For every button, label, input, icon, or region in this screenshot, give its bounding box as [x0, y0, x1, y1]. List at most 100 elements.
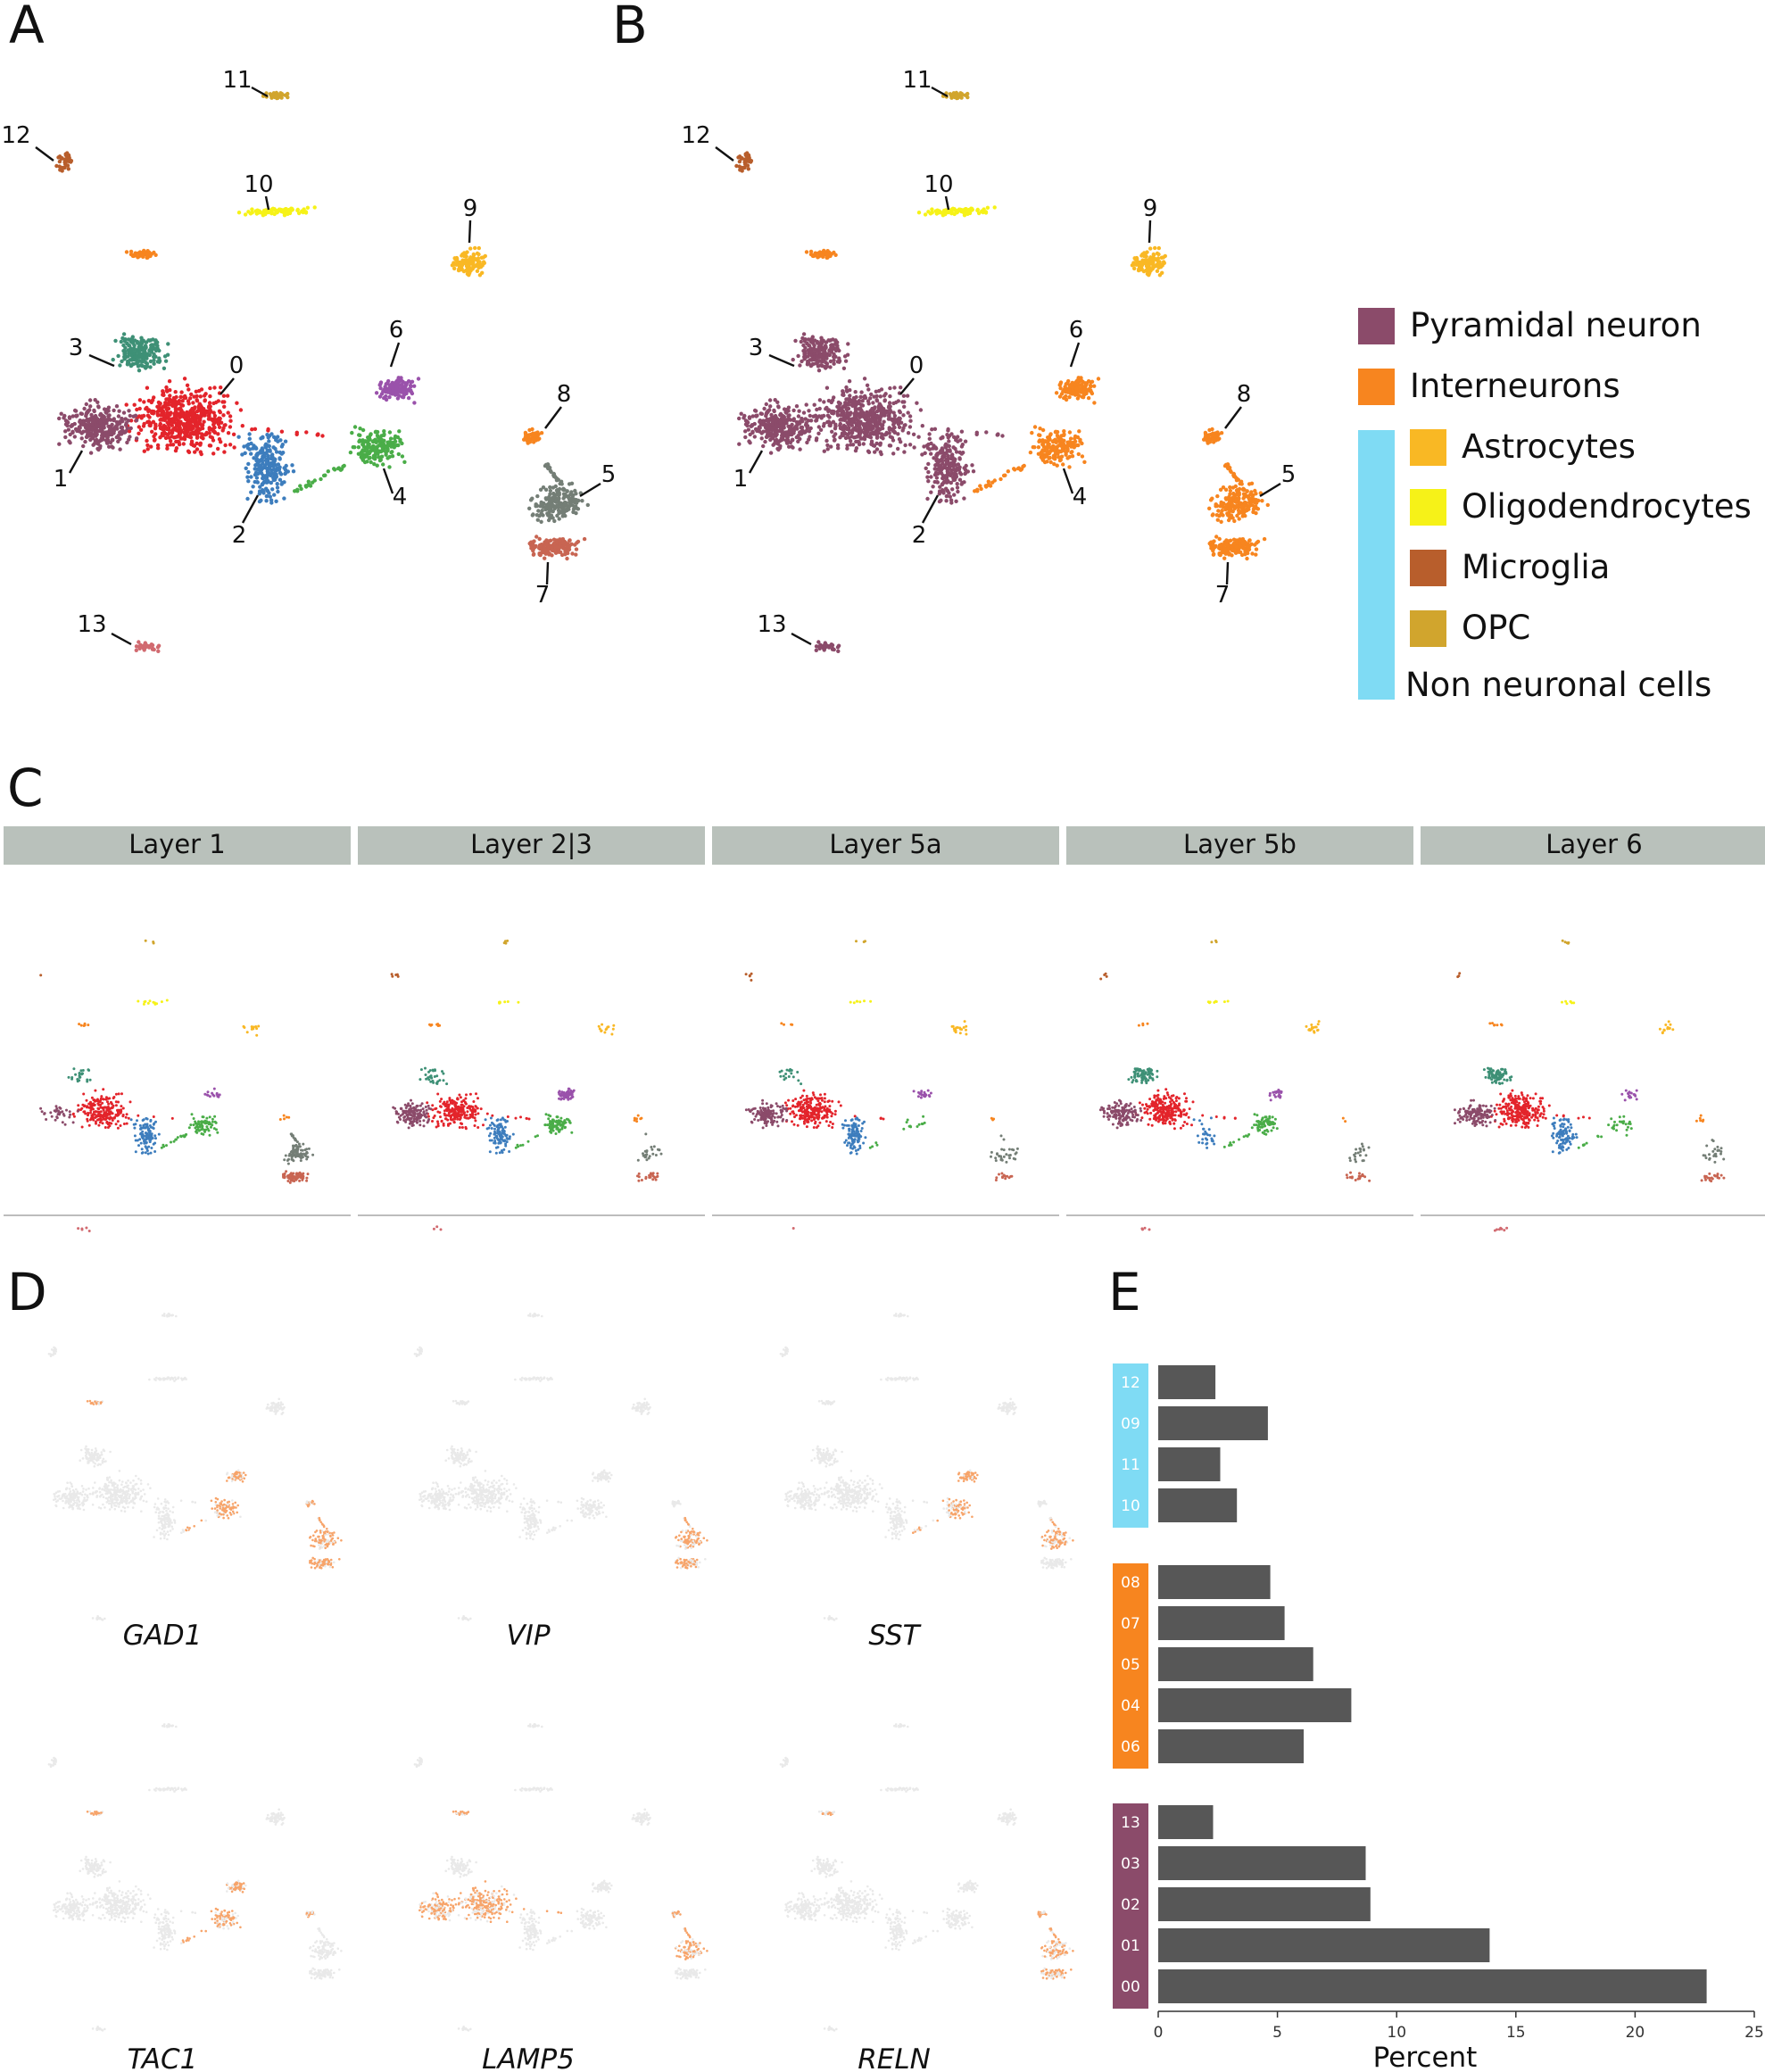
cell-point — [1215, 513, 1219, 517]
cell-point — [390, 392, 394, 395]
cell-point — [545, 503, 549, 507]
cell-point — [839, 427, 842, 430]
cell-point — [259, 451, 262, 454]
cell-point — [822, 400, 825, 403]
cell-point — [286, 92, 289, 95]
cell-point — [964, 471, 967, 475]
cell-point — [535, 513, 539, 517]
cluster-label-0: 0 — [229, 352, 244, 379]
cell-point — [128, 1117, 130, 1120]
cell-point — [482, 255, 485, 259]
cell-point — [776, 448, 780, 452]
cell-point — [407, 396, 410, 400]
cell-point — [401, 454, 404, 458]
cell-point — [385, 390, 389, 394]
cell-point — [96, 1102, 99, 1105]
legend-label-opc: OPC — [1462, 609, 1530, 647]
cell-point — [106, 1100, 109, 1103]
cell-point — [1062, 396, 1065, 400]
cell-point — [270, 452, 274, 456]
cell-point — [254, 463, 258, 467]
cell-point — [112, 426, 116, 429]
cell-point — [946, 427, 949, 431]
cell-point — [228, 443, 232, 446]
cell-point — [1211, 512, 1214, 516]
cell-point — [179, 390, 183, 394]
cell-point — [866, 430, 869, 434]
cell-point — [266, 449, 269, 452]
cell-point — [369, 460, 373, 464]
cluster-label-2: 2 — [912, 522, 927, 549]
legend-swatch-opc — [1410, 610, 1446, 647]
cell-point — [174, 415, 178, 419]
cell-point — [1069, 436, 1073, 440]
cell-point — [1213, 434, 1216, 437]
cell-point — [775, 433, 779, 436]
cell-point — [805, 250, 808, 253]
cell-point — [117, 1127, 120, 1130]
cell-point — [1053, 448, 1057, 452]
cell-point — [563, 552, 567, 556]
cell-point — [209, 443, 212, 447]
cell-point — [270, 487, 274, 491]
cell-point — [135, 649, 138, 652]
cell-point — [74, 427, 78, 431]
cell-point — [841, 405, 844, 409]
cell-point — [993, 205, 997, 209]
cell-point — [67, 154, 70, 158]
cell-point — [153, 438, 156, 442]
legend-swatch-astrocytes — [1410, 429, 1446, 466]
cell-point — [156, 443, 160, 447]
cell-point — [815, 436, 818, 440]
cell-point — [153, 1150, 156, 1153]
cell-point — [97, 1124, 100, 1127]
cell-point — [94, 414, 97, 418]
cell-point — [1237, 509, 1240, 512]
cell-point — [86, 430, 89, 434]
cell-point — [125, 1116, 128, 1119]
cell-point — [110, 1110, 112, 1113]
cell-point — [942, 209, 946, 212]
cell-point — [530, 497, 534, 501]
cell-point — [63, 162, 67, 166]
cell-point — [123, 430, 127, 434]
cell-point — [964, 440, 967, 443]
cell-point — [118, 1092, 120, 1095]
cell-point — [541, 513, 544, 517]
cell-point — [937, 468, 941, 471]
cell-point — [925, 476, 929, 479]
cell-point — [129, 340, 133, 344]
cell-point — [748, 441, 751, 444]
cell-point — [527, 507, 531, 510]
cell-point — [117, 410, 120, 413]
cell-point — [941, 474, 945, 477]
cell-point — [931, 485, 934, 488]
cell-point — [968, 211, 972, 215]
cell-point — [285, 464, 288, 468]
cell-point — [832, 410, 835, 413]
cell-point — [982, 211, 985, 214]
cell-point — [89, 1109, 92, 1112]
cell-point — [737, 443, 741, 446]
cell-point — [849, 443, 852, 446]
cell-point — [964, 210, 967, 213]
cell-point — [147, 399, 151, 402]
cell-point — [1078, 377, 1081, 380]
cell-point — [926, 443, 930, 446]
cell-point — [259, 499, 262, 502]
cell-point — [66, 420, 70, 424]
cell-point — [960, 92, 964, 95]
cell-point — [1214, 502, 1218, 506]
cell-point — [232, 445, 236, 449]
cell-point — [1082, 390, 1086, 394]
cell-point — [533, 434, 536, 437]
cell-point — [1048, 450, 1052, 453]
cluster-label-9: 9 — [1143, 195, 1158, 222]
cell-point — [402, 380, 405, 384]
cell-point — [259, 464, 262, 468]
cell-point — [226, 394, 229, 397]
figure: A B C D E 012345678910111213 01234567891… — [0, 0, 1765, 2072]
cell-point — [826, 447, 830, 451]
cell-point — [115, 1123, 118, 1125]
cell-point — [54, 1119, 57, 1122]
